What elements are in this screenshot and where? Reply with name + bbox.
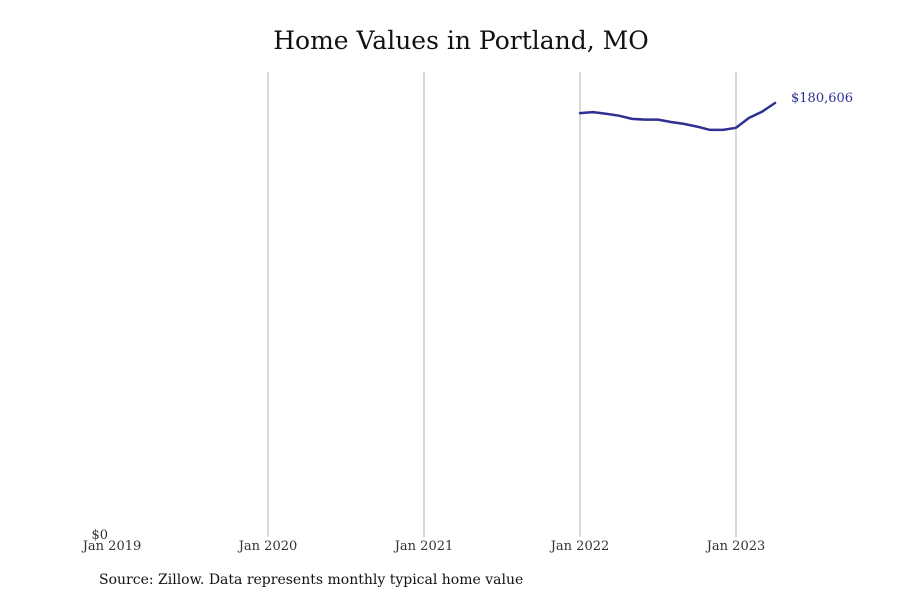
source-note: Source: Zillow. Data represents monthly … (99, 572, 524, 588)
y-tick-label: $0 (91, 528, 108, 543)
x-tick-label: Jan 2023 (705, 539, 766, 554)
series-layer (578, 101, 777, 132)
series-end-label: $180,606 (791, 91, 853, 106)
x-tick-label: Jan 2021 (393, 539, 454, 554)
grid-lines (267, 72, 737, 537)
x-tick-label: Jan 2022 (549, 539, 610, 554)
chart-title: Home Values in Portland, MO (273, 26, 649, 55)
tick-labels: Jan 2019 Jan 2020 Jan 2021 Jan 2022 Jan 2023… (81, 91, 853, 554)
x-tick-label: Jan 2019 (81, 539, 142, 554)
x-tick-label: Jan 2020 (237, 539, 298, 554)
series-line (578, 101, 777, 132)
